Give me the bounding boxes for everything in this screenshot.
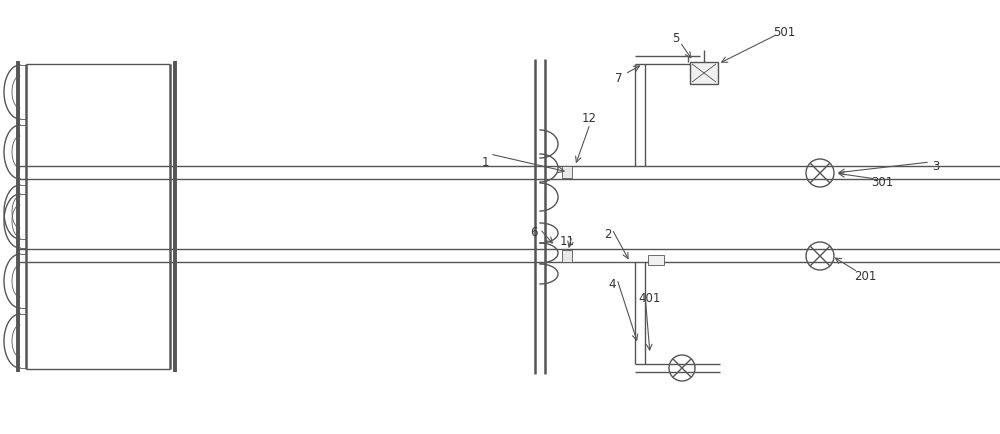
Bar xyxy=(562,250,572,263)
Text: 7: 7 xyxy=(615,72,623,85)
Text: 401: 401 xyxy=(639,292,661,305)
Text: 501: 501 xyxy=(773,26,795,39)
Text: 2: 2 xyxy=(604,228,612,241)
Bar xyxy=(690,63,718,85)
Text: 201: 201 xyxy=(854,270,876,283)
Text: 3: 3 xyxy=(932,160,940,173)
Bar xyxy=(648,256,664,265)
Text: 11: 11 xyxy=(560,235,574,248)
Text: 4: 4 xyxy=(608,278,616,291)
Text: 301: 301 xyxy=(871,176,893,189)
Bar xyxy=(562,167,572,178)
Text: 12: 12 xyxy=(582,112,596,125)
Text: 6: 6 xyxy=(530,226,538,239)
Text: 1: 1 xyxy=(481,155,489,168)
Text: 5: 5 xyxy=(672,31,680,44)
